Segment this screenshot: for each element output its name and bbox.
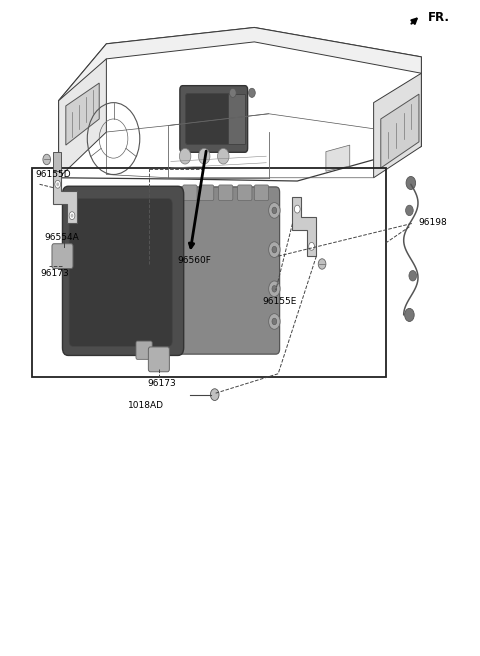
FancyBboxPatch shape	[148, 347, 169, 372]
Polygon shape	[53, 171, 77, 224]
Circle shape	[309, 243, 314, 251]
Text: 96173: 96173	[147, 379, 176, 388]
Text: 96155D: 96155D	[36, 170, 72, 179]
Circle shape	[199, 148, 210, 164]
Circle shape	[269, 281, 280, 297]
Circle shape	[318, 258, 326, 269]
Text: FR.: FR.	[428, 11, 450, 24]
Text: 96198: 96198	[418, 218, 447, 227]
Circle shape	[294, 205, 300, 213]
Circle shape	[217, 148, 229, 164]
FancyBboxPatch shape	[62, 186, 184, 356]
FancyBboxPatch shape	[218, 185, 233, 201]
FancyBboxPatch shape	[52, 244, 73, 268]
Polygon shape	[66, 83, 99, 145]
Circle shape	[409, 270, 417, 281]
Circle shape	[210, 389, 219, 401]
Text: 96560F: 96560F	[177, 256, 211, 265]
Circle shape	[71, 214, 73, 218]
FancyBboxPatch shape	[136, 341, 152, 359]
Polygon shape	[326, 145, 350, 171]
Circle shape	[229, 89, 236, 97]
FancyBboxPatch shape	[169, 187, 280, 354]
FancyBboxPatch shape	[199, 185, 214, 201]
Polygon shape	[373, 73, 421, 178]
Circle shape	[43, 154, 50, 165]
Polygon shape	[59, 59, 107, 178]
Bar	[33, 168, 385, 377]
FancyBboxPatch shape	[69, 199, 172, 346]
Circle shape	[56, 182, 59, 186]
FancyBboxPatch shape	[180, 86, 248, 152]
Circle shape	[269, 242, 280, 257]
Circle shape	[272, 207, 277, 214]
FancyBboxPatch shape	[186, 94, 230, 144]
Circle shape	[69, 212, 75, 220]
Circle shape	[269, 314, 280, 329]
Text: 1018AD: 1018AD	[128, 401, 164, 410]
Circle shape	[405, 308, 414, 321]
Polygon shape	[381, 94, 419, 168]
Circle shape	[406, 205, 413, 216]
Circle shape	[272, 285, 277, 292]
Text: 96554A: 96554A	[44, 233, 79, 242]
Polygon shape	[292, 197, 316, 256]
Polygon shape	[59, 28, 421, 115]
Circle shape	[272, 247, 277, 253]
FancyBboxPatch shape	[183, 185, 197, 201]
Circle shape	[249, 89, 255, 97]
FancyBboxPatch shape	[238, 185, 252, 201]
Circle shape	[180, 148, 191, 164]
Polygon shape	[53, 152, 61, 171]
FancyBboxPatch shape	[228, 94, 245, 144]
Bar	[58, 247, 71, 257]
Text: 96155E: 96155E	[263, 297, 297, 306]
Circle shape	[269, 203, 280, 218]
FancyBboxPatch shape	[254, 185, 269, 201]
Circle shape	[272, 318, 277, 325]
Circle shape	[406, 176, 416, 190]
Circle shape	[55, 180, 60, 188]
Text: 96173: 96173	[40, 269, 69, 278]
